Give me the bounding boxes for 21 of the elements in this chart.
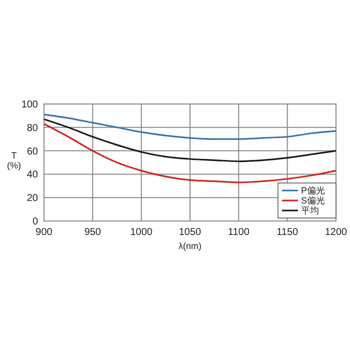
x-axis-title: λ(nm): [178, 241, 202, 251]
x-tick-label: 1150: [276, 227, 299, 238]
x-tick-label: 1000: [130, 227, 153, 238]
legend-label: S偏光: [301, 196, 326, 206]
y-tick-label: 80: [26, 122, 38, 134]
y-tick-label: 60: [26, 146, 38, 158]
legend-label: P偏光: [301, 186, 326, 196]
x-tick-label: 1100: [228, 227, 250, 238]
y-axis-title: T (%): [7, 150, 21, 170]
y-tick-label: 100: [21, 100, 38, 110]
x-tick-label: 900: [36, 227, 53, 238]
y-tick-label: 20: [26, 193, 38, 204]
legend-label: 平均: [301, 206, 319, 216]
line-series: [43, 114, 337, 140]
line-series: [43, 118, 337, 162]
line-series: [43, 123, 337, 184]
x-tick-label: 1050: [178, 227, 202, 238]
y-tick-label: 40: [26, 170, 38, 181]
x-tick-label: 950: [84, 227, 102, 238]
x-tick-label: 1200: [324, 227, 348, 238]
y-tick-label: 0: [32, 216, 38, 228]
